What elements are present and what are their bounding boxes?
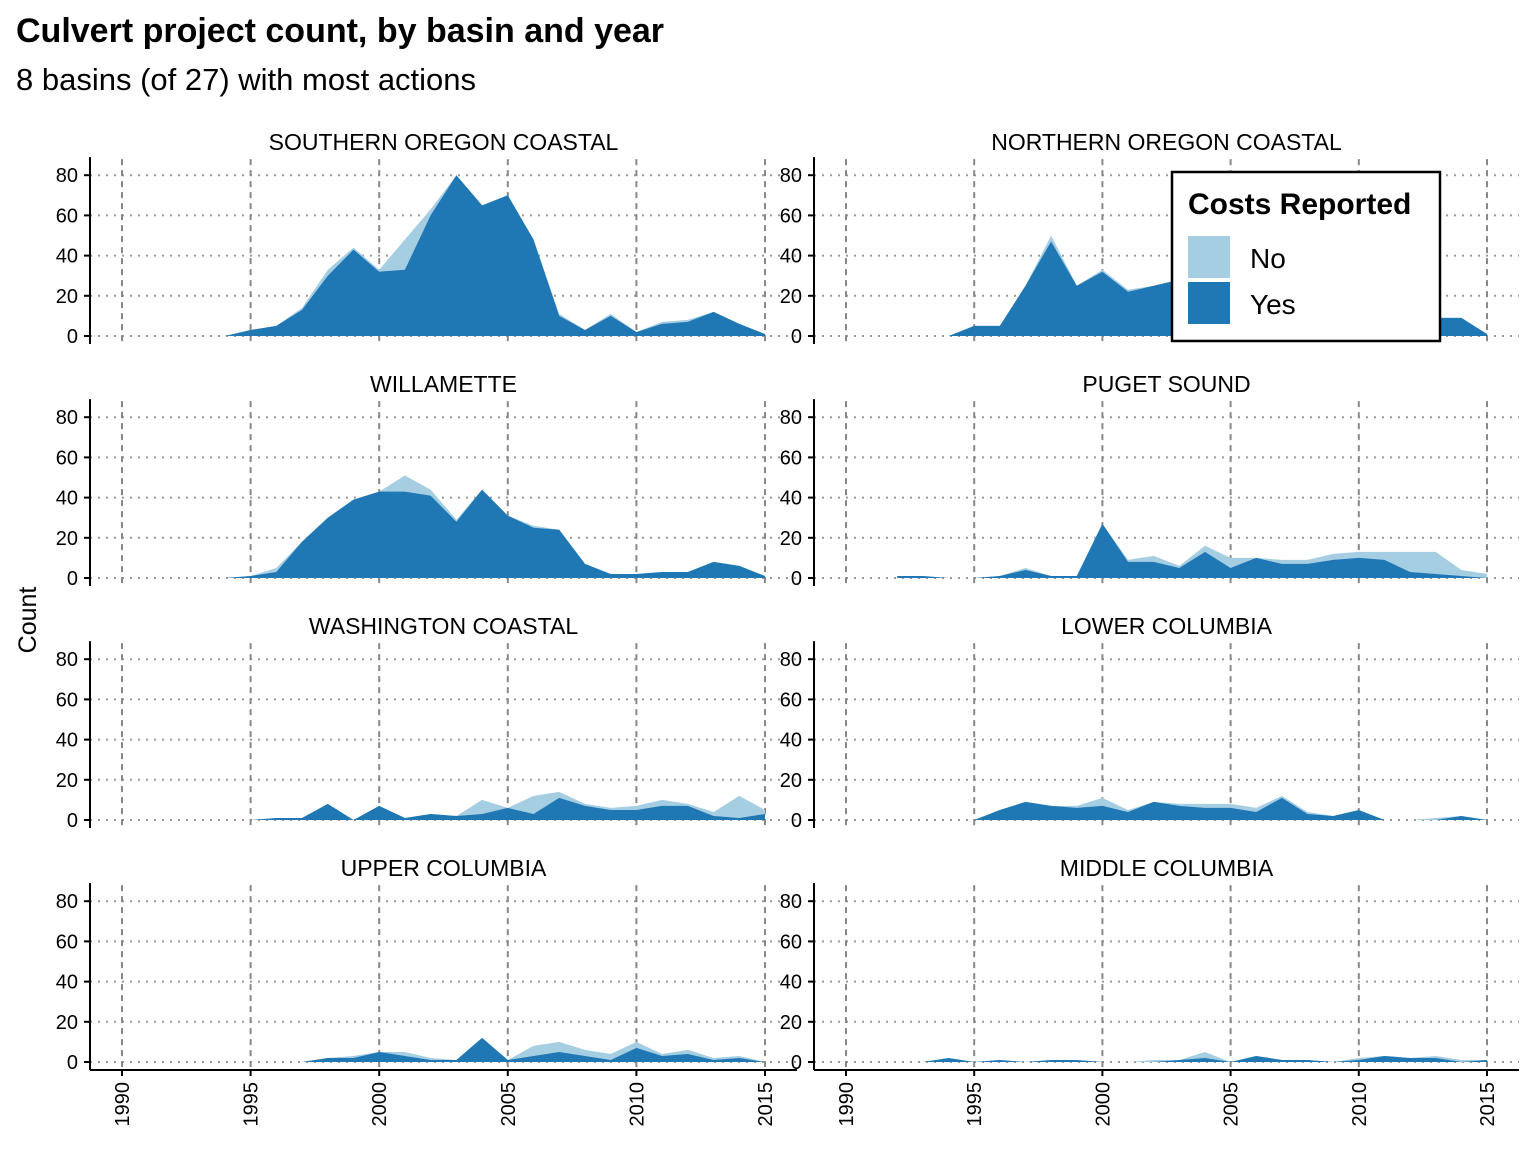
y-tick-label: 80 xyxy=(780,165,802,187)
area-series-yes xyxy=(224,489,765,578)
y-tick-label: 80 xyxy=(780,649,802,671)
y-tick-label: 40 xyxy=(780,246,802,268)
area-series-yes xyxy=(922,1056,1487,1062)
y-tick-label: 60 xyxy=(56,689,78,711)
y-tick-label: 20 xyxy=(56,528,78,550)
y-tick-label: 20 xyxy=(780,286,802,308)
y-tick-label: 60 xyxy=(780,205,802,227)
y-tick-label: 40 xyxy=(56,730,78,752)
panel-title: MIDDLE COLUMBIA xyxy=(1060,855,1274,881)
x-tick-label: 2000 xyxy=(369,1082,391,1127)
y-tick-label: 60 xyxy=(780,689,802,711)
y-tick-label: 80 xyxy=(780,407,802,429)
x-tick-label: 2000 xyxy=(1092,1082,1114,1127)
x-tick-label: 2015 xyxy=(1477,1082,1499,1127)
y-tick-label: 20 xyxy=(780,528,802,550)
x-tick-label: 2010 xyxy=(1349,1082,1371,1127)
legend-title: Costs Reported xyxy=(1188,188,1411,221)
panel-title: PUGET SOUND xyxy=(1082,371,1250,397)
y-tick-label: 80 xyxy=(56,649,78,671)
y-tick-label: 40 xyxy=(780,730,802,752)
panel-title: NORTHERN OREGON COASTAL xyxy=(991,129,1342,155)
y-tick-label: 60 xyxy=(56,447,78,469)
legend-swatch-yes xyxy=(1188,282,1230,324)
y-tick-label: 0 xyxy=(67,810,78,832)
y-tick-label: 60 xyxy=(780,447,802,469)
y-tick-label: 40 xyxy=(56,246,78,268)
y-axis-title: Count xyxy=(14,587,42,654)
y-tick-label: 0 xyxy=(791,326,802,348)
panel-title: WASHINGTON COASTAL xyxy=(309,613,578,639)
x-tick-label: 1995 xyxy=(964,1082,986,1127)
y-tick-label: 80 xyxy=(56,165,78,187)
area-series-yes xyxy=(250,1037,766,1062)
x-tick-label: 2005 xyxy=(1221,1082,1243,1127)
legend-swatch-no xyxy=(1188,236,1230,278)
x-tick-label: 1990 xyxy=(112,1082,134,1127)
panel-title: UPPER COLUMBIA xyxy=(341,855,547,881)
y-tick-label: 60 xyxy=(780,931,802,953)
panel-title: SOUTHERN OREGON COASTAL xyxy=(269,129,619,155)
y-tick-label: 0 xyxy=(67,1052,78,1074)
y-tick-label: 80 xyxy=(780,891,802,913)
x-tick-label: 1995 xyxy=(241,1082,263,1127)
area-series-yes xyxy=(224,175,765,336)
y-tick-label: 0 xyxy=(791,568,802,590)
y-tick-label: 40 xyxy=(56,972,78,994)
y-tick-label: 80 xyxy=(56,891,78,913)
y-tick-label: 20 xyxy=(56,770,78,792)
y-tick-label: 0 xyxy=(67,326,78,348)
y-tick-label: 0 xyxy=(791,810,802,832)
y-tick-label: 40 xyxy=(56,488,78,510)
chart-subtitle: 8 basins (of 27) with most actions xyxy=(16,62,477,97)
y-tick-label: 0 xyxy=(791,1052,802,1074)
x-tick-label: 2005 xyxy=(498,1082,520,1127)
y-tick-label: 20 xyxy=(780,1012,802,1034)
y-tick-label: 20 xyxy=(780,770,802,792)
y-tick-label: 0 xyxy=(67,568,78,590)
y-tick-label: 80 xyxy=(56,407,78,429)
x-tick-label: 2010 xyxy=(626,1082,648,1127)
x-tick-label: 1990 xyxy=(836,1082,858,1127)
legend-label-no: No xyxy=(1250,243,1286,274)
chart-title: Culvert project count, by basin and year xyxy=(16,12,665,50)
area-series-yes xyxy=(948,241,1487,336)
area-series-yes xyxy=(948,797,1487,820)
legend-label-yes: Yes xyxy=(1250,289,1296,320)
y-tick-label: 20 xyxy=(56,1012,78,1034)
x-tick-label: 2015 xyxy=(755,1082,777,1127)
panel-title: LOWER COLUMBIA xyxy=(1061,613,1273,639)
y-tick-label: 60 xyxy=(56,205,78,227)
y-tick-label: 60 xyxy=(56,931,78,953)
y-tick-label: 40 xyxy=(780,972,802,994)
panel-title: WILLAMETTE xyxy=(370,371,517,397)
area-series-yes xyxy=(250,797,766,820)
y-tick-label: 20 xyxy=(56,286,78,308)
area-series-no xyxy=(922,1052,1487,1062)
area-series-yes xyxy=(897,523,1487,578)
y-tick-label: 40 xyxy=(780,488,802,510)
